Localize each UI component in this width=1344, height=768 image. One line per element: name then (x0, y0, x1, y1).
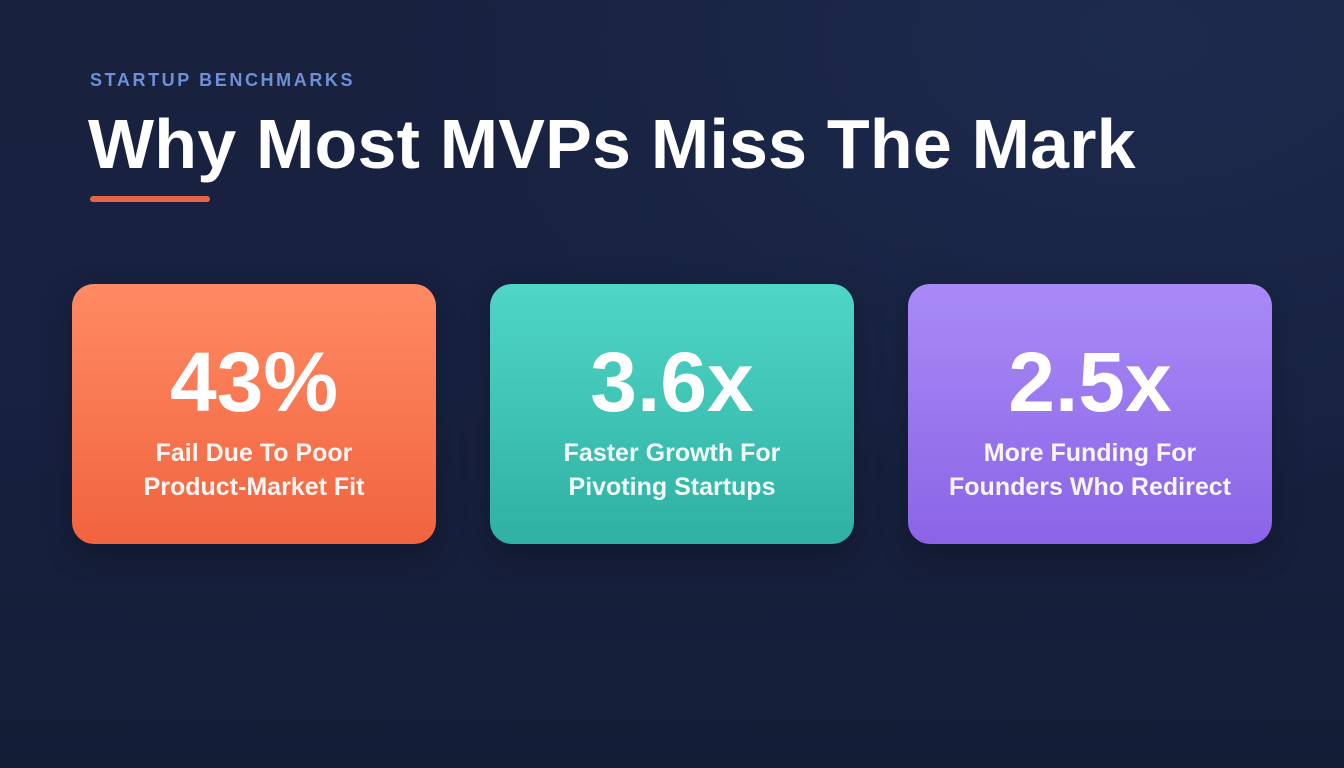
stat-value: 43% (169, 335, 339, 429)
stat-card-failure-rate: 43% Fail Due To Poor Product-Market Fit (72, 284, 436, 544)
stat-value: 2.5x (1008, 335, 1172, 429)
page-title: Why Most MVPs Miss The Mark (88, 105, 1136, 183)
stat-label-line: Pivoting Startups (568, 473, 776, 501)
stat-label-line: Fail Due To Poor (155, 439, 353, 467)
stat-card-growth: 3.6x Faster Growth For Pivoting Startups (490, 284, 854, 544)
stat-label-line: Faster Growth For (563, 439, 781, 467)
stat-label: Faster Growth For Pivoting Startups (504, 436, 840, 504)
stat-label: More Funding For Founders Who Redirect (922, 436, 1258, 504)
stat-label: Fail Due To Poor Product-Market Fit (86, 436, 422, 504)
stat-label-line: Product-Market Fit (143, 473, 365, 501)
section-kicker: STARTUP BENCHMARKS (90, 70, 356, 90)
stat-label-line: More Funding For (983, 439, 1197, 467)
stat-value: 3.6x (590, 335, 754, 429)
stat-card-funding: 2.5x More Funding For Founders Who Redir… (908, 284, 1272, 544)
stat-label-line: Founders Who Redirect (949, 473, 1231, 501)
title-underline (90, 196, 210, 202)
